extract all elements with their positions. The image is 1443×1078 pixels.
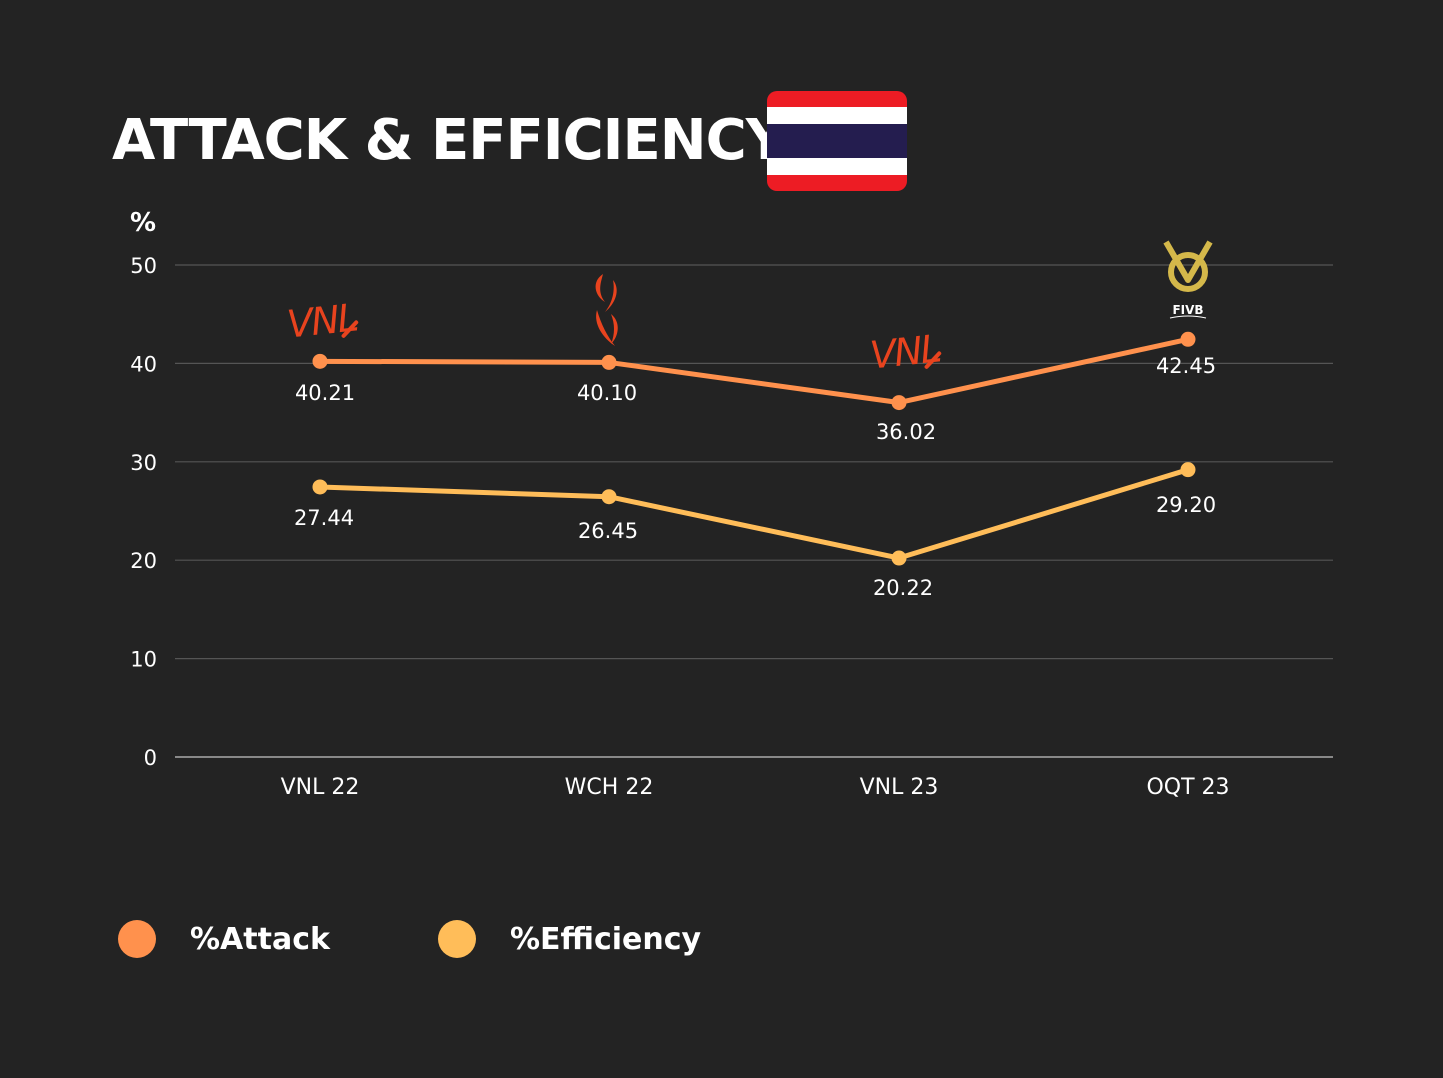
fivb-logo-text: FIVB: [1172, 303, 1203, 317]
attack-data-point: [312, 353, 328, 369]
y-tick-label: 50: [130, 254, 157, 278]
efficiency-data-point: [601, 489, 617, 505]
attack-data-label: 40.21: [295, 381, 355, 405]
efficiency-data-point: [891, 550, 907, 566]
vnl-23-logo-icon: VNL: [868, 326, 942, 377]
flag-stripe: [767, 124, 907, 158]
x-tick-label: WCH 22: [565, 775, 654, 800]
efficiency-data-label: 20.22: [873, 576, 933, 600]
vnl-logo-swoosh: [341, 320, 359, 338]
legend-swatch-attack: [118, 920, 156, 958]
wch-logo-stroke: [596, 310, 615, 346]
legend: %Attack %Efficiency: [118, 920, 809, 958]
efficiency-series-line: [317, 467, 1191, 561]
title-row: ATTACK & EFFICIENCY: [112, 88, 786, 192]
attack-series-line: [317, 336, 1191, 406]
vnl-logo-swoosh: [924, 351, 942, 369]
y-tick-label: 0: [144, 746, 157, 770]
wch-logo-stroke: [595, 274, 605, 302]
efficiency-data-label: 27.44: [294, 506, 354, 530]
attack-data-label: 40.10: [577, 381, 637, 405]
attack-data-point: [891, 395, 907, 411]
attack-data-label: 36.02: [876, 420, 936, 444]
flag-stripe: [767, 91, 907, 107]
legend-item-attack[interactable]: %Attack: [118, 920, 330, 958]
attack-data-label: 42.45: [1156, 354, 1216, 378]
y-tick-label: 40: [130, 352, 157, 376]
vnl-logo-text: VNL: [868, 326, 942, 377]
flag-stripe: [767, 107, 907, 124]
fivb-logo-ring: [1168, 252, 1208, 292]
wch-logo-stroke: [605, 280, 617, 312]
wch-logo-icon: [595, 274, 618, 346]
legend-label: %Efficiency: [509, 921, 702, 957]
fivb-logo-underline: [1169, 315, 1207, 319]
y-tick-label: 30: [130, 451, 157, 475]
flag-stripe: [767, 175, 907, 191]
efficiency-data-label: 26.45: [578, 519, 638, 543]
legend-item-efficiency[interactable]: %Efficiency: [437, 920, 702, 958]
y-axis-label: %: [130, 208, 156, 238]
vnl-22-logo-icon: VNL: [285, 295, 359, 346]
line-chart: % 0 10 20 30 40 50 VNL 22 WCH 22 VNL 23 OQT 23 40.2…: [130, 208, 1333, 800]
efficiency-data-label: 29.20: [1156, 493, 1216, 517]
legend-swatch-efficiency: [437, 920, 476, 958]
x-tick-label: VNL 23: [860, 775, 939, 800]
efficiency-data-point: [1180, 462, 1196, 478]
efficiency-data-point: [312, 479, 328, 495]
y-tick-label: 20: [130, 549, 157, 573]
flag-stripe: [767, 158, 907, 175]
thailand-flag-icon: [767, 91, 907, 191]
attack-data-point: [1180, 331, 1196, 347]
fivb-logo-v: [1163, 240, 1213, 283]
x-tick-label: VNL 22: [281, 775, 360, 800]
vnl-logo-text: VNL: [285, 295, 359, 346]
fivb-logo-icon: FIVB: [1163, 240, 1213, 319]
legend-label: %Attack: [190, 921, 330, 957]
x-tick-label: OQT 23: [1146, 775, 1229, 800]
wch-logo-stroke: [611, 314, 618, 344]
chart-title: ATTACK & EFFICIENCY: [112, 107, 786, 173]
y-tick-label: 10: [130, 648, 157, 672]
attack-data-point: [601, 354, 617, 370]
